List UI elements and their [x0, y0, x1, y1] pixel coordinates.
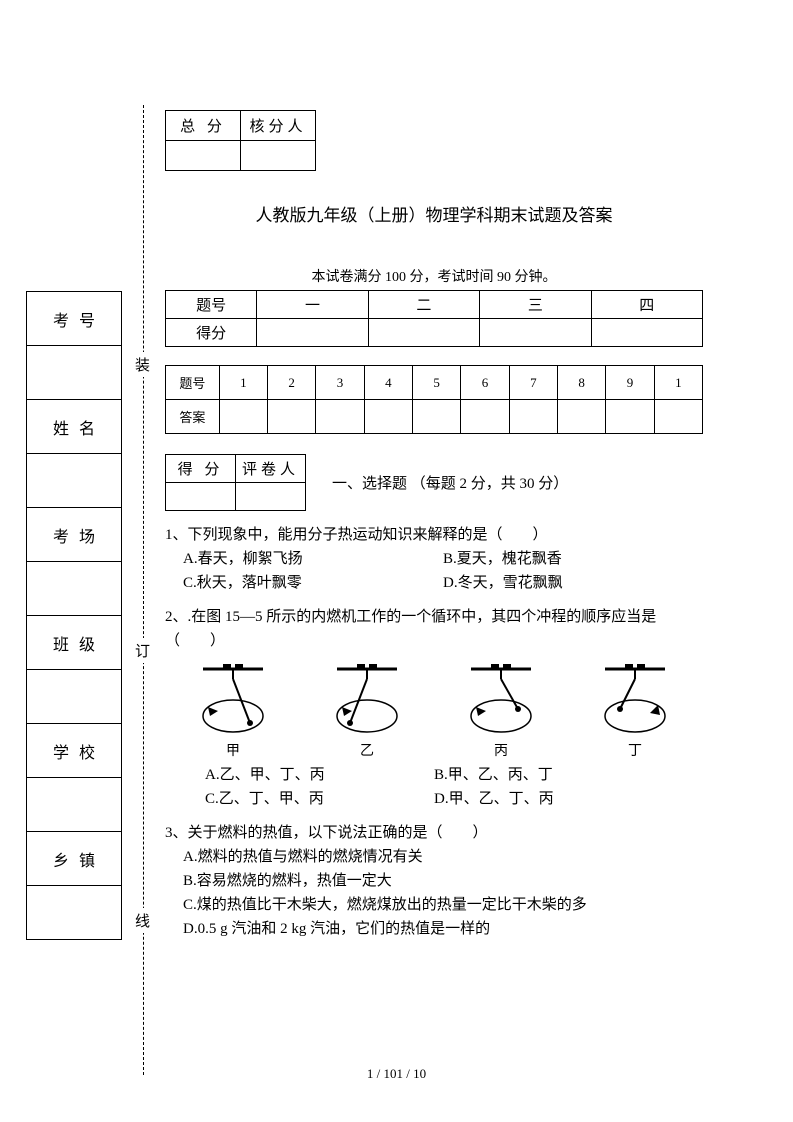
checker-cell [241, 141, 316, 171]
binding-cell-class: 班级 [26, 615, 122, 670]
answer-grid-cell [316, 400, 364, 434]
binding-cell-blank [26, 345, 122, 400]
q1-stem: 1、下列现象中，能用分子热运动知识来解释的是（ ） [165, 523, 703, 547]
q3-stem: 3、关于燃料的热值，以下说法正确的是（ ） [165, 821, 703, 845]
eval-grader-header: 评卷人 [236, 455, 306, 483]
q2-option-a: A.乙、甲、丁、丙 [205, 763, 434, 787]
engine-label-1: 甲 [183, 741, 283, 763]
answer-grid-num: 2 [268, 366, 316, 400]
answer-grid-num: 9 [606, 366, 654, 400]
answer-grid-cell [364, 400, 412, 434]
answer-grid-cell [413, 400, 461, 434]
section-col-4: 四 [591, 291, 702, 319]
section-score-table: 题号 一 二 三 四 得分 [165, 290, 703, 347]
binding-cell-blank [26, 669, 122, 724]
q2-option-d: D.甲、乙、丁、丙 [434, 787, 663, 811]
answer-grid-num: 7 [509, 366, 557, 400]
total-score-header: 总 分 [166, 111, 241, 141]
answer-grid-cell [606, 400, 654, 434]
binding-cell-blank [26, 885, 122, 940]
binding-cell-blank [26, 777, 122, 832]
eval-score-header: 得 分 [166, 455, 236, 483]
answer-grid-cell [509, 400, 557, 434]
answer-grid-cell [219, 400, 267, 434]
section-row-label: 题号 [166, 291, 257, 319]
eval-grader-cell [236, 483, 306, 511]
checker-header: 核分人 [241, 111, 316, 141]
answer-grid-cell [461, 400, 509, 434]
binding-cell-blank [26, 453, 122, 508]
binding-line-label-3: 线 [135, 908, 150, 933]
section-1-heading: 一、选择题 （每题 2 分，共 30 分） [332, 472, 568, 493]
answer-grid-num: 4 [364, 366, 412, 400]
answer-grid-num: 8 [557, 366, 605, 400]
answer-grid-cell [654, 400, 702, 434]
answer-grid-num: 1 [654, 366, 702, 400]
binding-cell-room: 考场 [26, 507, 122, 562]
binding-cell-examno: 考号 [26, 291, 122, 346]
eval-score-cell [166, 483, 236, 511]
page-subtitle: 本试卷满分 100 分，考试时间 90 分钟。 [165, 266, 703, 286]
answer-grid: 题号 1 2 3 4 5 6 7 8 9 1 答案 [165, 365, 703, 434]
section-score-cell [368, 319, 479, 347]
section-col-1: 一 [257, 291, 368, 319]
q2-stem: 2、.在图 15—5 所示的内燃机工作的一个循环中，其四个冲程的顺序应当是（ ） [165, 605, 703, 653]
answer-grid-num: 1 [219, 366, 267, 400]
answer-grid-cell [268, 400, 316, 434]
section-score-label: 得分 [166, 319, 257, 347]
section-col-2: 二 [368, 291, 479, 319]
page-footer: 1 / 101 / 10 [0, 1066, 793, 1082]
answer-grid-num: 6 [461, 366, 509, 400]
engine-diagram-3: 丙 [451, 661, 551, 763]
section-score-cell [591, 319, 702, 347]
q1-option-a: A.春天，柳絮飞扬 [183, 547, 443, 571]
engine-diagram-4: 丁 [585, 661, 685, 763]
engine-label-2: 乙 [317, 741, 417, 763]
q2-option-c: C.乙、丁、甲、丙 [205, 787, 434, 811]
answer-grid-num: 3 [316, 366, 364, 400]
binding-cell-town: 乡镇 [26, 831, 122, 886]
binding-cell-school: 学校 [26, 723, 122, 778]
engine-diagram-2: 乙 [317, 661, 417, 763]
section-score-cell [480, 319, 591, 347]
engine-diagram-1: 甲 [183, 661, 283, 763]
q1-option-d: D.冬天，雪花飘飘 [443, 571, 703, 595]
section-col-3: 三 [480, 291, 591, 319]
binding-line-label-2: 订 [135, 638, 150, 663]
engine-label-4: 丁 [585, 741, 685, 763]
engine-label-3: 丙 [451, 741, 551, 763]
total-score-cell [166, 141, 241, 171]
section-score-cell [257, 319, 368, 347]
q1-option-b: B.夏天，槐花飘香 [443, 547, 703, 571]
q3-option-b: B.容易燃烧的燃料，热值一定大 [165, 869, 703, 893]
binding-cell-blank [26, 561, 122, 616]
question-1: 1、下列现象中，能用分子热运动知识来解释的是（ ） A.春天，柳絮飞扬 B.夏天… [165, 523, 703, 595]
evaluator-table: 得 分 评卷人 [165, 454, 306, 511]
answer-grid-num: 5 [413, 366, 461, 400]
q3-option-c: C.煤的热值比干木柴大，燃烧煤放出的热量一定比干木柴的多 [165, 893, 703, 917]
total-score-table: 总 分 核分人 [165, 110, 316, 171]
page-title: 人教版九年级（上册）物理学科期末试题及答案 [165, 201, 703, 226]
q1-option-c: C.秋天，落叶飘零 [183, 571, 443, 595]
answer-grid-cell [557, 400, 605, 434]
question-3: 3、关于燃料的热值，以下说法正确的是（ ） A.燃料的热值与燃料的燃烧情况有关 … [165, 821, 703, 941]
binding-cell-name: 姓名 [26, 399, 122, 454]
question-2: 2、.在图 15—5 所示的内燃机工作的一个循环中，其四个冲程的顺序应当是（ ）… [165, 605, 703, 811]
binding-column: 考号 姓名 考场 班级 学校 乡镇 [26, 292, 122, 940]
binding-line-label-1: 装 [135, 352, 150, 377]
q3-option-d: D.0.5 g 汽油和 2 kg 汽油，它们的热值是一样的 [165, 917, 703, 941]
answer-grid-row-label: 答案 [166, 400, 220, 434]
q3-option-a: A.燃料的热值与燃料的燃烧情况有关 [165, 845, 703, 869]
q2-option-b: B.甲、乙、丙、丁 [434, 763, 663, 787]
answer-grid-row-label: 题号 [166, 366, 220, 400]
